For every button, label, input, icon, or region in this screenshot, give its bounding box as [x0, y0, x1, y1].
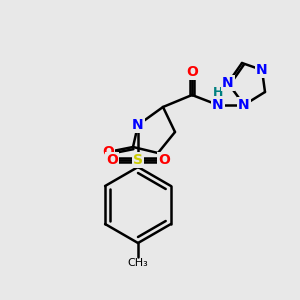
Text: O: O: [186, 65, 198, 79]
Text: N: N: [238, 98, 250, 112]
Text: S: S: [133, 153, 143, 167]
Text: O: O: [102, 145, 114, 159]
Text: N: N: [222, 76, 234, 90]
Text: N: N: [256, 63, 268, 77]
Text: N: N: [132, 118, 144, 132]
Text: O: O: [158, 153, 170, 167]
Text: N: N: [212, 98, 224, 112]
Text: H: H: [213, 86, 223, 100]
Text: CH₃: CH₃: [128, 258, 148, 268]
Text: O: O: [106, 153, 118, 167]
